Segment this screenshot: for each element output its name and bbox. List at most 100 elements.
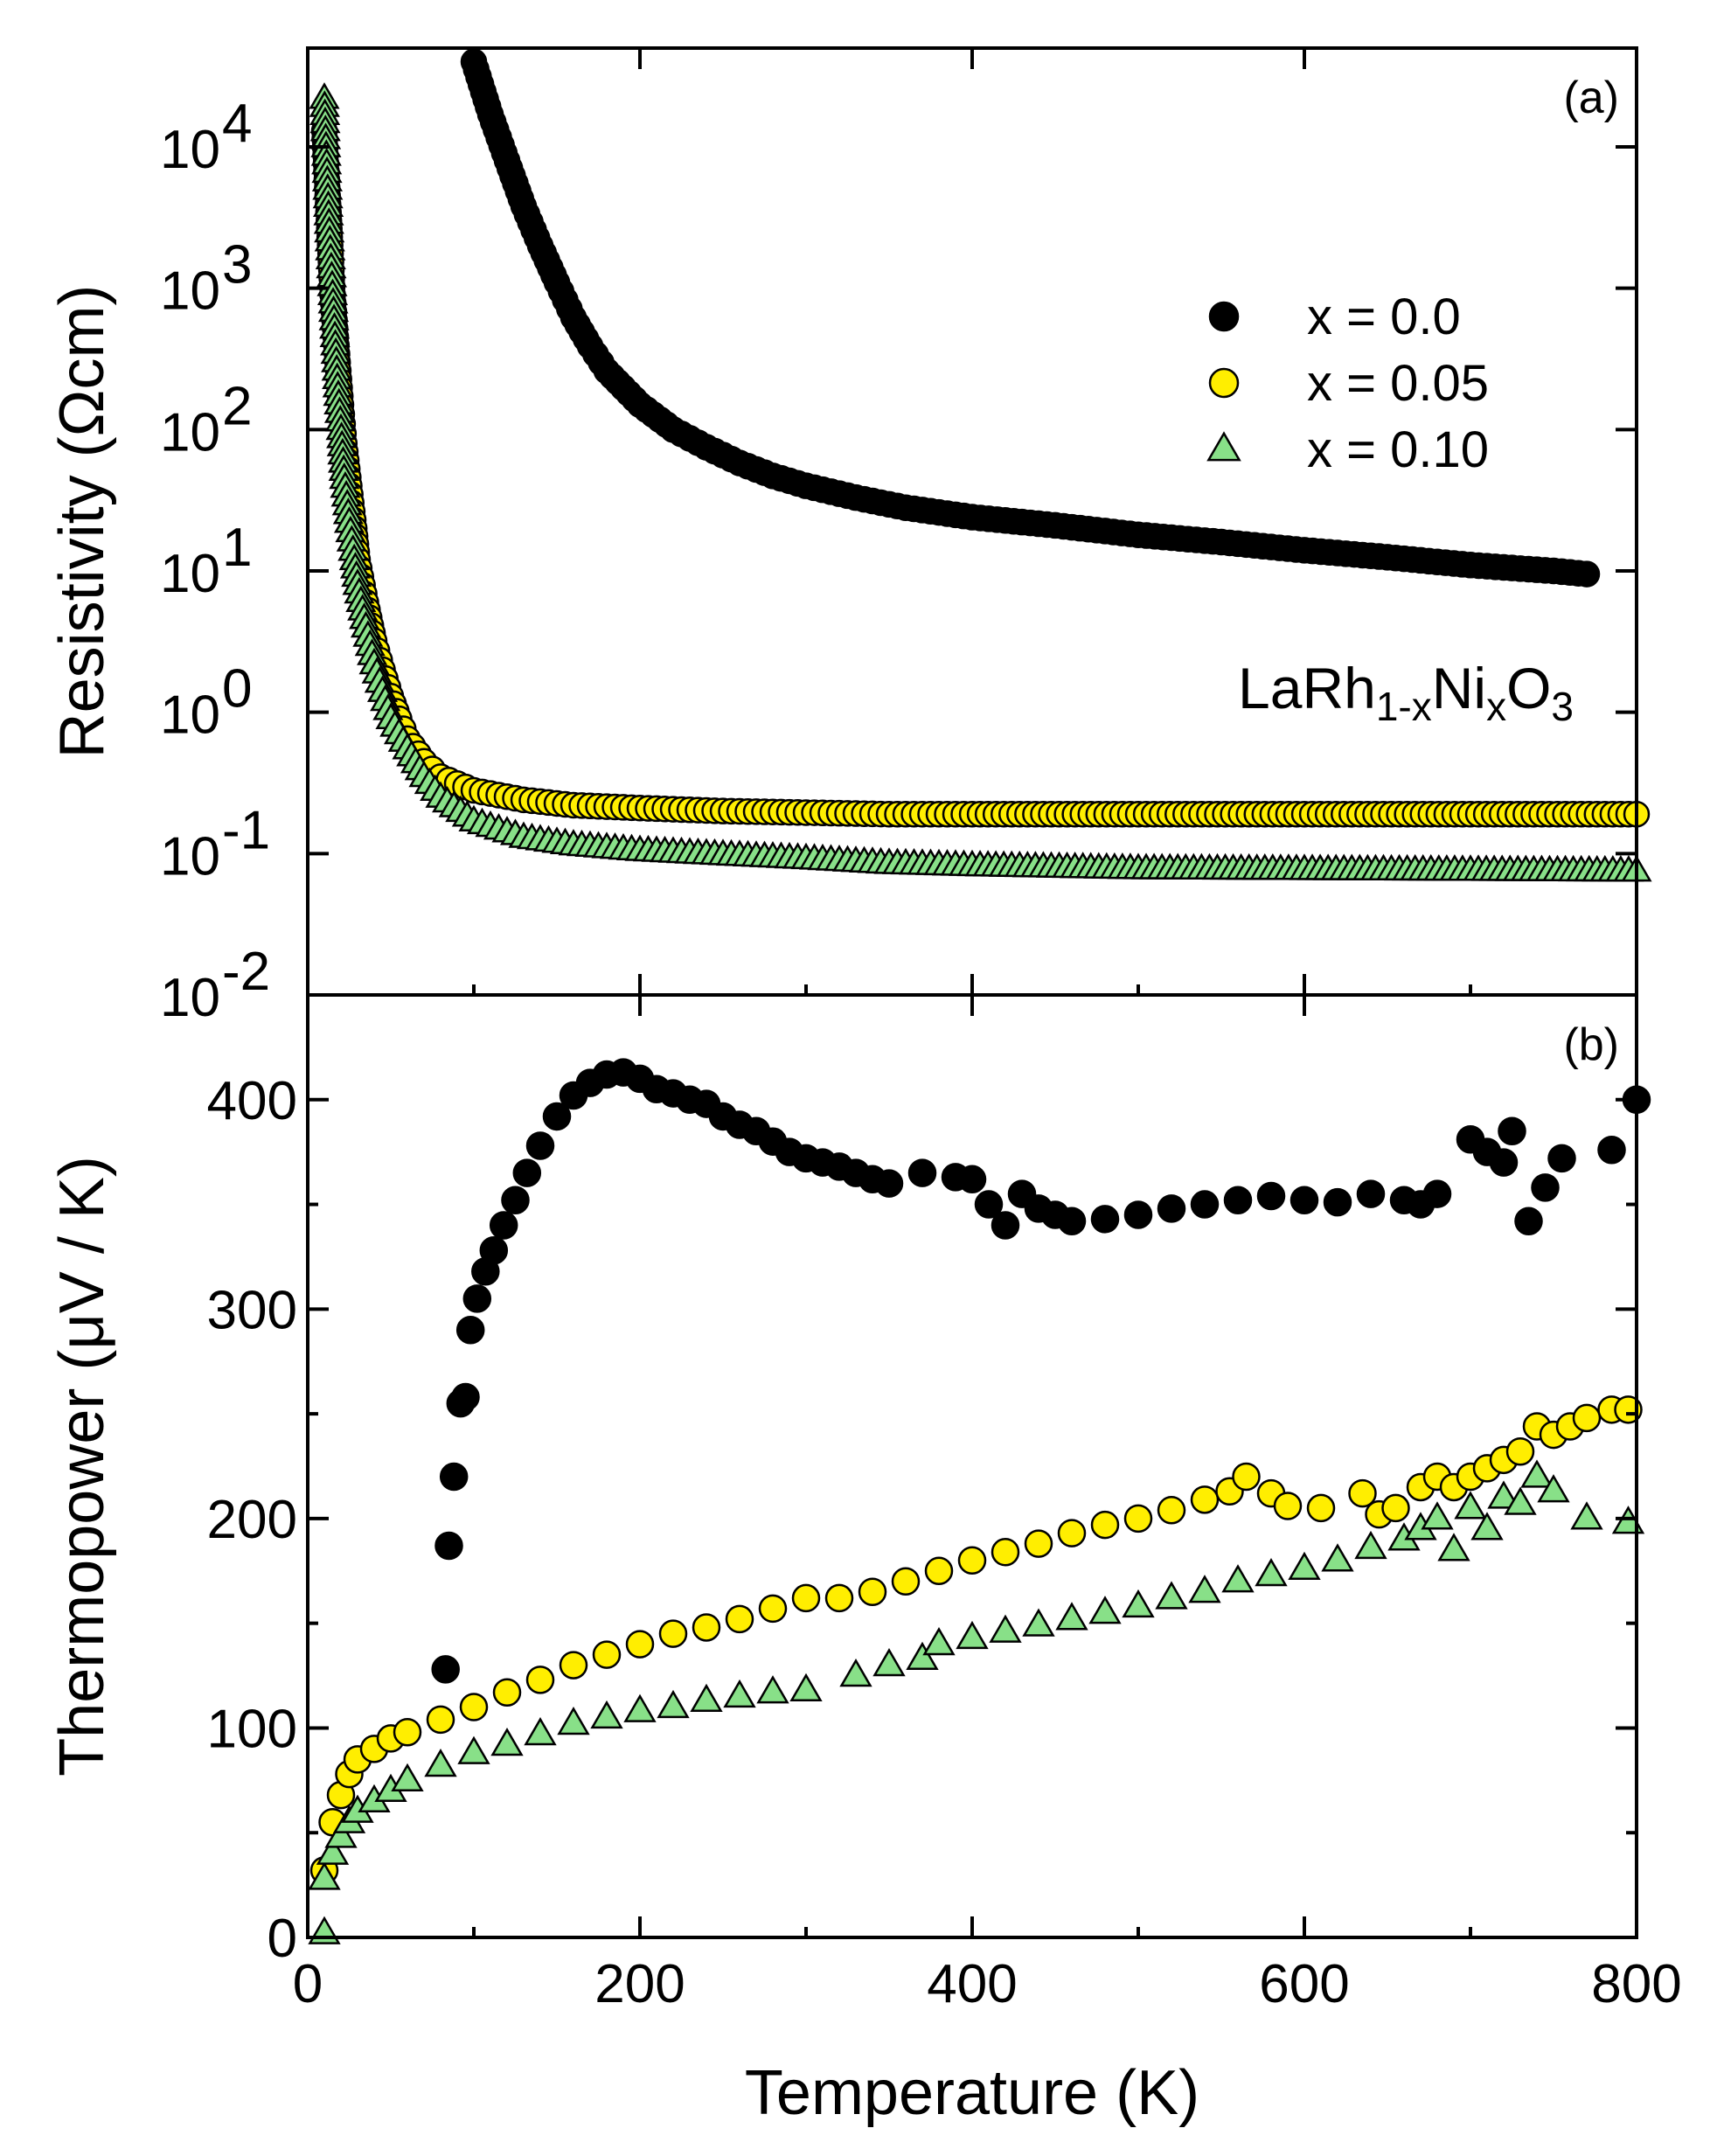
panel-b-point-s0-6 [462, 1284, 492, 1313]
legend-label-1: x = 0.05 [1307, 355, 1489, 412]
panel-b-point-s0-54 [1422, 1179, 1452, 1208]
panel-b-point-s1-10 [492, 1678, 522, 1707]
panel-b-point-s0-4 [451, 1382, 480, 1412]
legend-marker-2 [1206, 431, 1241, 462]
panel-b-markers [308, 1058, 1651, 1944]
panel-b-point-s0-34 [907, 1158, 937, 1187]
panel-b-point-s0-5 [455, 1316, 485, 1345]
panel-b-point-s0-48 [1256, 1181, 1286, 1211]
panel-b-point-s2-13 [557, 1707, 590, 1735]
panel-b-thermopower: 0 100 200 300 400 0 200 400 600 800 (b) Thermopow… [47, 993, 1682, 2128]
panel-a-markers [309, 48, 1652, 882]
panel-b-point-s1-24 [957, 1546, 987, 1575]
panel-b-point-s1-37 [1348, 1478, 1377, 1508]
panel-b-point-s0-13 [542, 1102, 572, 1131]
legend-label-2: x = 0.10 [1307, 421, 1489, 478]
panel-a-y-tick-label-3: 10 [160, 544, 220, 604]
panel-a-y-tick-exp-2: 0 [222, 659, 252, 720]
panel-b-point-s1-26 [1024, 1529, 1053, 1558]
panel-b-point-s0-42 [1057, 1207, 1087, 1235]
panel-b-point-s2-8 [391, 1763, 424, 1791]
panel-b-point-s0-38 [991, 1211, 1020, 1240]
panel-b-y-axis-title: Thermopower (μV / K) [47, 1156, 117, 1777]
legend-label-0: x = 0.0 [1307, 289, 1461, 345]
panel-a-point-s0-25 [1573, 560, 1601, 588]
panel-b-point-s2-2 [316, 1836, 350, 1865]
x-tick-label-4: 800 [1591, 1954, 1681, 2014]
panel-a-y-tick-exp-6: 4 [222, 94, 252, 154]
panel-b-point-s2-31 [1155, 1581, 1188, 1610]
x-tick-label-2: 400 [927, 1954, 1017, 2014]
panel-b-point-s0-47 [1223, 1186, 1253, 1215]
panel-b-point-s0-49 [1289, 1186, 1319, 1215]
panel-b-point-s2-12 [524, 1717, 557, 1746]
panel-b-point-s0-36 [957, 1165, 987, 1194]
panel-b-point-s1-50 [1572, 1403, 1602, 1433]
panel-b-point-s0-33 [874, 1169, 904, 1198]
panel-b-point-s1-20 [824, 1583, 854, 1613]
compound-formula: LaRh1-xNixO3 [1238, 656, 1574, 729]
formula-sub-1-x: 1-x [1376, 684, 1432, 729]
panel-b-point-s1-46 [1505, 1436, 1535, 1466]
panel-b-point-s2-35 [1288, 1551, 1321, 1581]
panel-b-point-s2-45 [1504, 1486, 1537, 1515]
panel-a-y-tick-label-4: 10 [160, 402, 220, 462]
panel-b-point-s2-44 [1487, 1480, 1520, 1509]
x-tick-label-0: 0 [293, 1954, 323, 2014]
panel-b-point-s2-26 [989, 1614, 1022, 1643]
panel-b-point-s0-46 [1190, 1190, 1220, 1219]
panel-b-point-s1-22 [891, 1567, 921, 1596]
panel-a-y-axis-title: Resistivity (Ωcm) [47, 285, 117, 759]
panel-b-y-tick-label-0: 0 [268, 1909, 297, 1969]
panel-b-point-s2-10 [457, 1735, 490, 1764]
legend-marker-0 [1208, 301, 1240, 332]
panel-b-point-s2-32 [1188, 1575, 1221, 1603]
panel-b-point-s2-27 [1022, 1608, 1055, 1637]
panel-b-point-s0-44 [1123, 1200, 1153, 1229]
panel-b-point-s2-21 [839, 1658, 872, 1687]
panel-b-point-s2-41 [1437, 1533, 1470, 1561]
panel-a-y-tick-exp-4: 2 [222, 376, 252, 436]
panel-a-y-tick-label-2: 10 [160, 685, 220, 746]
formula-sub-x: x [1486, 684, 1506, 729]
panel-b-point-s1-29 [1123, 1504, 1153, 1534]
panel-b-point-s0-59 [1514, 1207, 1543, 1235]
panel-b-point-s0-45 [1157, 1194, 1186, 1223]
panel-b-label: (b) [1563, 1019, 1619, 1070]
panel-b-point-s2-25 [956, 1620, 989, 1650]
panel-b-point-s0-2 [439, 1462, 469, 1492]
panel-b-point-s2-3 [324, 1819, 358, 1848]
panel-a-y-tick-label-6: 10 [160, 120, 220, 180]
panel-b-point-s2-34 [1255, 1557, 1288, 1587]
panel-a-y-tick-exp-5: 3 [222, 235, 252, 296]
panel-b-point-s2-9 [424, 1748, 457, 1777]
panel-b-point-s2-11 [490, 1728, 524, 1756]
panel-b-point-s0-10 [501, 1186, 530, 1215]
panel-b-point-s1-12 [559, 1651, 588, 1680]
panel-b-point-s2-33 [1221, 1564, 1255, 1593]
formula-part-ni: Ni [1432, 656, 1486, 720]
panel-b-point-s0-62 [1597, 1136, 1626, 1165]
panel-a-y-tick-label-5: 10 [160, 261, 220, 322]
panel-b-point-s0-12 [525, 1131, 555, 1160]
panel-b-point-s2-30 [1122, 1589, 1155, 1618]
panel-b-y-tick-label-2: 200 [207, 1490, 297, 1550]
panel-b-point-s2-24 [922, 1627, 956, 1656]
panel-b-point-s1-9 [459, 1693, 489, 1721]
panel-b-point-s2-43 [1470, 1512, 1504, 1540]
panel-a-y-tick-label-0: 10 [160, 968, 220, 1028]
panel-b-y-tick-label-4: 400 [207, 1071, 297, 1131]
panel-b-point-s0-43 [1090, 1205, 1120, 1234]
x-tick-label-3: 600 [1259, 1954, 1349, 2014]
panel-b-y-tick-label-3: 300 [207, 1280, 297, 1340]
panel-b-point-s1-11 [525, 1666, 555, 1694]
panel-b-point-s0-58 [1498, 1116, 1526, 1145]
panel-b-point-s0-57 [1489, 1148, 1519, 1177]
panel-b-point-s2-22 [872, 1647, 906, 1677]
panel-b-point-s1-33 [1232, 1462, 1261, 1492]
panel-b-point-s1-17 [725, 1604, 754, 1634]
panel-b-point-s2-19 [756, 1675, 789, 1704]
